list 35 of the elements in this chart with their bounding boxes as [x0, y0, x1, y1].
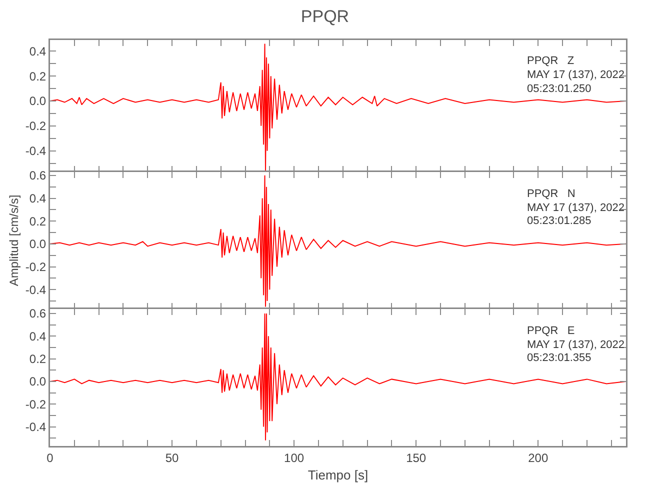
x-tick-label: 200 [528, 450, 548, 465]
y-tick-label: -0.4 [25, 420, 46, 434]
annotation: MAY 17 (137), 2022 [527, 202, 624, 214]
y-tick-label: 0.4 [29, 44, 46, 58]
x-tick-label: 50 [165, 450, 180, 465]
y-tick-label: -0.4 [25, 144, 46, 158]
y-tick-label: -0.2 [25, 260, 46, 274]
y-tick-label: 0.4 [29, 191, 46, 206]
y-tick-label: 0.2 [29, 214, 46, 228]
annotation: 05:23:01.250 [527, 83, 592, 95]
x-tick-label: 0 [46, 450, 54, 465]
y-tick-label: -0.4 [25, 282, 46, 297]
y-axis-title: Amplitud [cm/s/s] [6, 194, 21, 286]
y-tick-label: 0.0 [29, 374, 46, 389]
annotation: 05:23:01.285 [527, 215, 592, 227]
chart-title: PPQR [300, 6, 350, 26]
y-tick-label: 0.2 [29, 352, 46, 366]
annotation: MAY 17 (137), 2022 [527, 69, 624, 81]
annotation: 05:23:01.355 [527, 352, 592, 364]
annotation: PPQR N [527, 188, 576, 200]
y-tick-label: 0.2 [29, 69, 46, 84]
x-tick-label: 100 [284, 450, 304, 465]
y-tick-label: 0.6 [29, 168, 46, 183]
y-tick-label: 0.0 [29, 94, 46, 108]
y-tick-label: -0.2 [25, 119, 46, 134]
annotation: MAY 17 (137), 2022 [527, 339, 624, 351]
y-tick-label: 0.4 [29, 329, 46, 344]
y-tick-label: 0.0 [29, 237, 46, 252]
line-series [50, 313, 626, 441]
y-tick-label: -0.2 [25, 397, 46, 412]
y-tick-label: 0.6 [29, 306, 46, 321]
x-axis-title: Tiempo [s] [308, 467, 368, 482]
x-tick-label: 150 [406, 450, 426, 465]
annotation: PPQR E [527, 325, 575, 337]
annotation: PPQR Z [527, 55, 574, 67]
